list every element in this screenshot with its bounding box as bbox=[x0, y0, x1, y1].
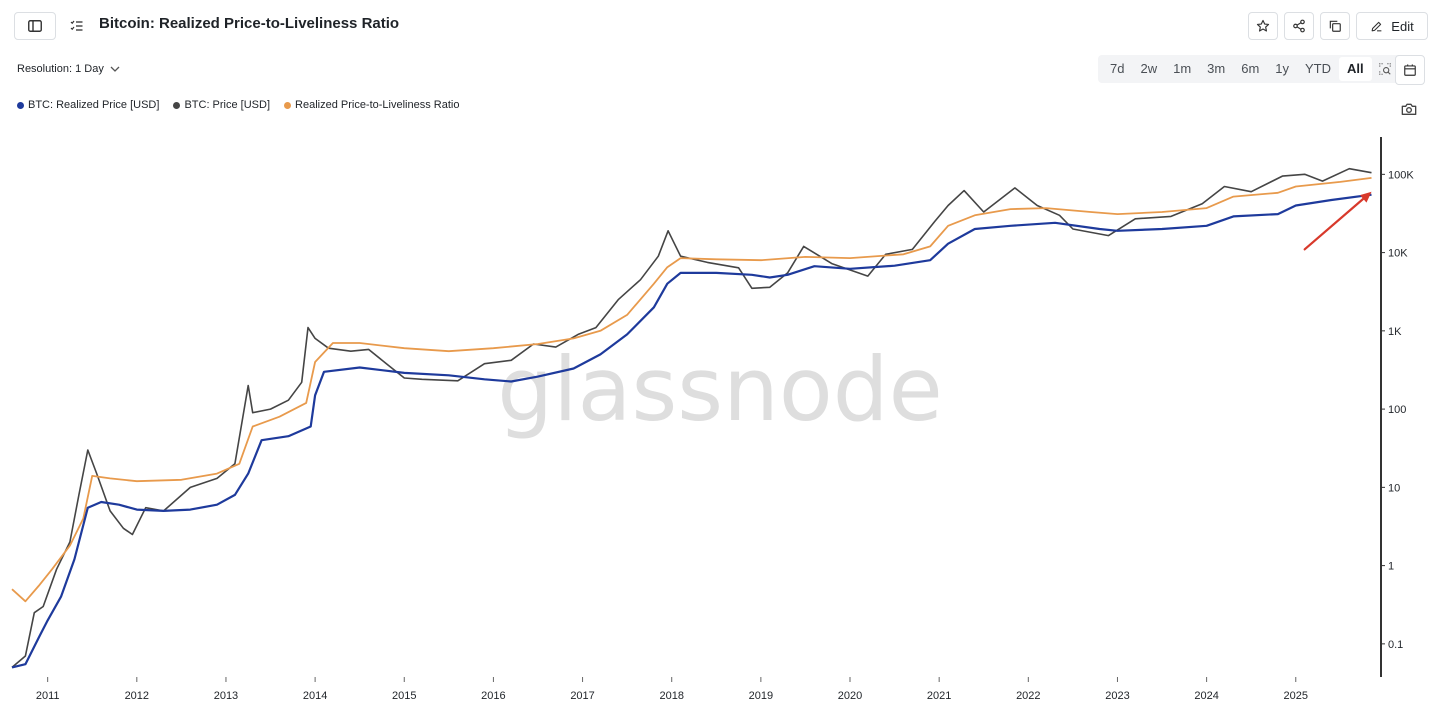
top-bar: Bitcoin: Realized Price-to-Liveliness Ra… bbox=[0, 0, 1432, 52]
x-tick-label: 2011 bbox=[36, 690, 60, 702]
x-tick-label: 2022 bbox=[1016, 690, 1040, 702]
watermark: glassnode bbox=[497, 338, 943, 441]
series-line-price bbox=[11, 167, 1372, 669]
x-tick-label: 2023 bbox=[1105, 690, 1129, 702]
x-tick-label: 2018 bbox=[659, 690, 683, 702]
x-tick-label: 2016 bbox=[481, 690, 505, 702]
legend-label: BTC: Price [USD] bbox=[184, 99, 271, 111]
range-all-button[interactable]: All bbox=[1339, 57, 1372, 81]
x-tick-label: 2024 bbox=[1194, 690, 1218, 702]
copy-icon bbox=[1329, 20, 1341, 32]
y-axis: 100K 10K 1K 100 10 1 0.1 bbox=[1381, 169, 1414, 651]
range-selector: 7d 2w 1m 3m 6m 1y YTD All bbox=[1098, 55, 1402, 83]
page-title: Bitcoin: Realized Price-to-Liveliness Ra… bbox=[99, 15, 400, 32]
range-2w-button[interactable]: 2w bbox=[1140, 61, 1158, 76]
legend-label: Realized Price-to-Liveliness Ratio bbox=[295, 99, 460, 111]
pencil-icon bbox=[1371, 21, 1382, 31]
x-tick-label: 2019 bbox=[749, 690, 773, 702]
range-6m-button[interactable]: 6m bbox=[1241, 61, 1260, 76]
series-lines bbox=[11, 167, 1372, 669]
star-icon bbox=[1256, 19, 1270, 32]
list-icon[interactable] bbox=[70, 19, 83, 37]
x-tick-label: 2013 bbox=[214, 690, 238, 702]
legend-swatch bbox=[284, 101, 292, 109]
x-tick-label: 2015 bbox=[392, 690, 416, 702]
calendar-icon bbox=[1404, 64, 1416, 76]
legend-swatch bbox=[173, 101, 181, 109]
range-1y-button[interactable]: 1y bbox=[1275, 61, 1290, 76]
zoom-icon bbox=[1378, 63, 1391, 75]
x-tick-label: 2014 bbox=[303, 690, 327, 702]
resolution-dropdown[interactable]: Resolution: 1 Day bbox=[17, 63, 120, 75]
annotation-arrow-head bbox=[1359, 191, 1372, 203]
y-tick-label: 1K bbox=[1388, 326, 1402, 338]
sidebar-toggle-button[interactable] bbox=[14, 12, 56, 40]
x-tick-label: 2020 bbox=[838, 690, 862, 702]
y-tick-label: 10 bbox=[1388, 482, 1400, 494]
range-ytd-button[interactable]: YTD bbox=[1305, 61, 1332, 76]
legend-swatch bbox=[17, 101, 24, 109]
y-tick-label: 100 bbox=[1388, 404, 1406, 416]
y-tick-label: 10K bbox=[1388, 248, 1408, 260]
range-7d-button[interactable]: 7d bbox=[1110, 61, 1125, 76]
range-3m-button[interactable]: 3m bbox=[1207, 61, 1226, 76]
x-tick-label: 2021 bbox=[927, 690, 951, 702]
edit-label: Edit bbox=[1391, 18, 1414, 34]
camera-icon[interactable] bbox=[1401, 102, 1417, 121]
x-tick-label: 2012 bbox=[125, 690, 149, 702]
share-button[interactable] bbox=[1284, 12, 1314, 40]
y-tick-label: 1 bbox=[1388, 561, 1394, 573]
edit-button[interactable]: Edit bbox=[1356, 12, 1428, 40]
legend-item-price[interactable]: BTC: Price [USD] bbox=[173, 99, 270, 111]
duplicate-button[interactable] bbox=[1320, 12, 1350, 40]
chart-legend: BTC: Realized Price [USD] BTC: Price [US… bbox=[17, 99, 459, 111]
range-1m-button[interactable]: 1m bbox=[1173, 61, 1192, 76]
series-line-realized-price bbox=[11, 193, 1372, 669]
legend-label: BTC: Realized Price [USD] bbox=[28, 99, 160, 111]
y-tick-label: 100K bbox=[1388, 169, 1414, 181]
zoom-select-button[interactable] bbox=[1372, 57, 1398, 81]
legend-item-ratio[interactable]: Realized Price-to-Liveliness Ratio bbox=[284, 99, 459, 111]
date-range-button[interactable] bbox=[1395, 55, 1425, 85]
annotation-layer bbox=[1303, 191, 1372, 251]
resolution-label: Resolution: 1 Day bbox=[17, 63, 104, 75]
sidebar-icon bbox=[28, 20, 42, 32]
x-tick-label: 2025 bbox=[1284, 690, 1308, 702]
chevron-down-icon bbox=[110, 66, 120, 72]
favorite-button[interactable] bbox=[1248, 12, 1278, 40]
x-axis: 2011 2012 2013 2014 2015 2016 2017 2018 2019 2020… bbox=[36, 677, 1308, 702]
legend-item-realized-price[interactable]: BTC: Realized Price [USD] bbox=[17, 99, 159, 111]
share-icon bbox=[1293, 19, 1305, 33]
y-tick-label: 0.1 bbox=[1388, 639, 1403, 651]
series-line-ratio bbox=[11, 177, 1372, 603]
x-tick-label: 2017 bbox=[570, 690, 594, 702]
annotation-arrow-line bbox=[1303, 197, 1365, 251]
